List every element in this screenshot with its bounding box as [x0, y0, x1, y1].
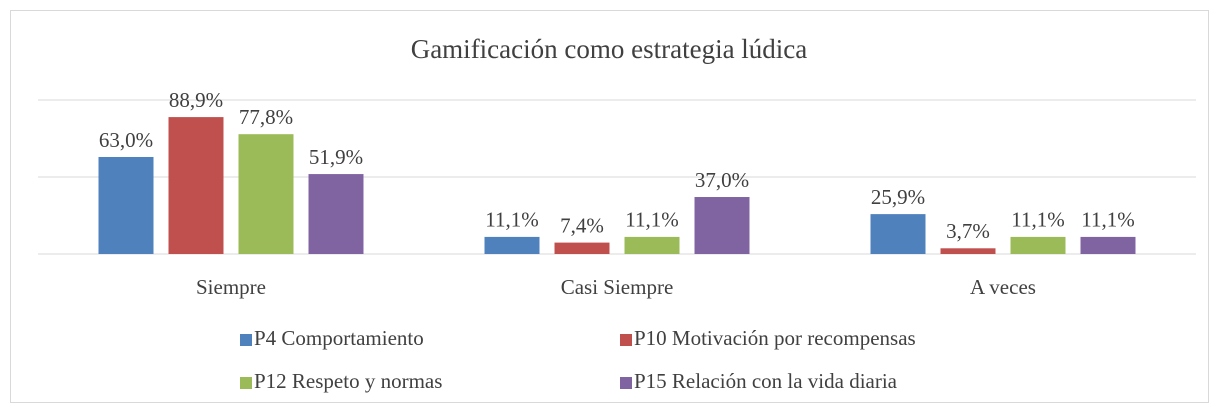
- data-label: 11,1%: [1081, 208, 1134, 232]
- data-label: 77,8%: [239, 105, 293, 129]
- x-tick-label: Siempre: [196, 275, 266, 299]
- bar: [694, 197, 750, 254]
- bar: [940, 248, 996, 254]
- bar: [238, 134, 294, 254]
- legend-swatch: [240, 334, 252, 346]
- x-tick-label: Casi Siempre: [561, 275, 674, 299]
- data-label: 7,4%: [560, 213, 604, 237]
- bar: [98, 156, 154, 254]
- bar: [1010, 236, 1066, 254]
- legend-swatch: [620, 377, 632, 389]
- legend-swatch: [620, 334, 632, 346]
- data-label: 88,9%: [169, 88, 223, 112]
- bar: [554, 242, 610, 254]
- data-label: 3,7%: [946, 219, 990, 243]
- data-label: 37,0%: [695, 168, 749, 192]
- data-label: 11,1%: [625, 208, 678, 232]
- bar: [308, 174, 364, 254]
- data-label: 51,9%: [309, 145, 363, 169]
- x-tick-label: A veces: [970, 275, 1036, 299]
- bar: [1080, 236, 1136, 254]
- legend-label: P12 Respeto y normas: [254, 369, 442, 393]
- legend-label: P15 Relación con la vida diaria: [634, 369, 898, 393]
- legend-label: P10 Motivación por recompensas: [634, 326, 916, 350]
- legend-label: P4 Comportamiento: [254, 326, 424, 350]
- data-label: 63,0%: [99, 128, 153, 152]
- data-label: 25,9%: [871, 185, 925, 209]
- bar: [484, 236, 540, 254]
- data-label: 11,1%: [485, 208, 538, 232]
- data-label: 11,1%: [1011, 208, 1064, 232]
- chart-title: Gamificación como estrategia lúdica: [411, 34, 808, 64]
- bar: [870, 214, 926, 254]
- legend-swatch: [240, 377, 252, 389]
- bar: [624, 236, 680, 254]
- bar: [168, 117, 224, 255]
